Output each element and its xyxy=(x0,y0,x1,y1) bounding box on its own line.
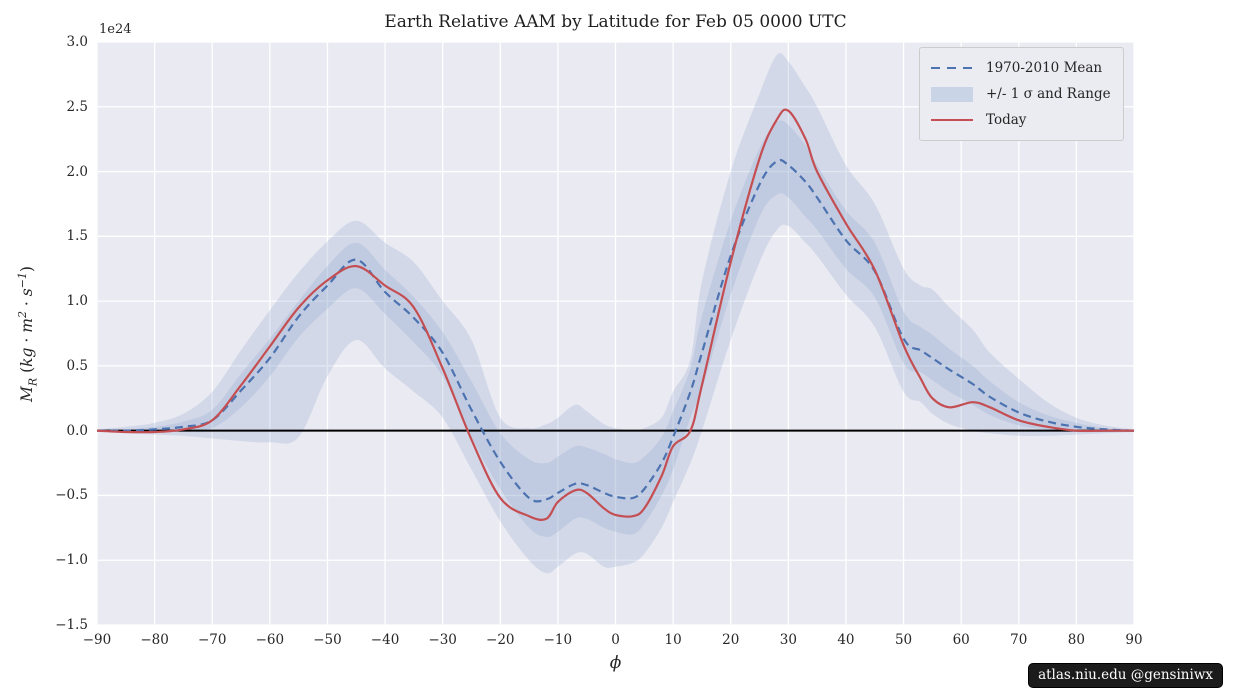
mean-line xyxy=(97,158,1134,503)
y-axis-label-segment: ( xyxy=(18,366,37,378)
x-tick-label: −50 xyxy=(313,632,342,648)
x-tick-label: 80 xyxy=(1067,632,1085,648)
x-tick-label: 30 xyxy=(779,632,797,648)
legend-solid-line-sample xyxy=(931,118,973,122)
today-line xyxy=(97,108,1134,521)
legend: 1970-2010 Mean +/- 1 σ and Range Today xyxy=(919,47,1124,141)
y-axis-label-segment: M xyxy=(18,386,37,402)
y-tick-label: 1.5 xyxy=(66,228,88,245)
x-tick-label: 20 xyxy=(722,632,740,648)
y-axis-label-segment: −1 xyxy=(16,272,29,289)
y-tick-label: 2.5 xyxy=(66,98,88,115)
x-tick-label: −90 xyxy=(82,632,112,648)
x-tick-label: 70 xyxy=(1010,632,1028,648)
x-tick-label: −70 xyxy=(197,632,227,648)
gridlines xyxy=(97,42,1134,625)
y-tick-label: −1.5 xyxy=(55,617,88,633)
legend-dashed-line-sample xyxy=(931,66,973,70)
legend-item-label: +/- 1 σ and Range xyxy=(986,86,1111,102)
range-band xyxy=(97,52,1134,574)
legend-item: +/- 1 σ and Range xyxy=(931,81,1111,107)
x-tick-label: −10 xyxy=(543,632,573,648)
legend-item-label: Today xyxy=(986,112,1027,128)
chart-title: Earth Relative AAM by Latitude for Feb 0… xyxy=(384,12,847,32)
legend-item-label: 1970-2010 Mean xyxy=(986,60,1103,76)
sigma-band xyxy=(97,120,1134,537)
x-tick-label: −40 xyxy=(370,632,400,648)
watermark-badge: atlas.niu.edu @gensiniwx xyxy=(1028,663,1223,688)
y-axis-label-segment: 2 xyxy=(16,311,29,319)
y-tick-label: 3.0 xyxy=(66,34,88,50)
y-tick-label: −0.5 xyxy=(55,487,88,504)
legend-dashed-line-sample xyxy=(931,66,973,70)
x-tick-label: 50 xyxy=(894,632,913,648)
y-axis-label-segment: · xyxy=(18,296,37,312)
x-tick-label: −80 xyxy=(140,632,169,648)
legend-item: 1970-2010 Mean xyxy=(931,55,1111,81)
y-tick-label: 2.0 xyxy=(66,163,88,180)
x-axis-label: ϕ xyxy=(609,653,622,673)
chart-canvas xyxy=(97,42,1134,625)
y-axis-label-segment: ) xyxy=(18,266,37,273)
y-axis-label: MR (kg · m2 · s−1) xyxy=(16,179,40,489)
legend-solid-line-sample xyxy=(931,118,973,122)
x-tick-label: 10 xyxy=(664,632,682,648)
y-axis-label-segment: kg xyxy=(18,347,37,367)
legend-band-patch-sample xyxy=(931,86,973,102)
x-tick-label: 90 xyxy=(1125,632,1143,648)
legend-band-patch-sample xyxy=(931,86,973,102)
x-tick-label: −20 xyxy=(486,632,515,648)
legend-item: Today xyxy=(931,107,1111,133)
x-tick-label: 40 xyxy=(837,632,855,648)
y-axis-offset-label: 1e24 xyxy=(99,22,132,37)
x-tick-label: 60 xyxy=(952,632,970,648)
y-tick-label: 0.0 xyxy=(66,422,88,439)
y-axis-label-segment: m xyxy=(18,318,37,333)
x-tick-label: −30 xyxy=(428,632,457,648)
y-axis-label-segment: s xyxy=(18,288,37,297)
y-axis-label-segment: · xyxy=(18,332,37,348)
x-tick-label: 0 xyxy=(611,632,620,648)
x-tick-label: −60 xyxy=(255,632,285,648)
y-tick-label: 1.0 xyxy=(66,293,88,310)
y-axis-label-segment: R xyxy=(26,377,40,387)
y-tick-label: −1.0 xyxy=(55,552,88,569)
y-tick-label: 0.5 xyxy=(66,357,88,374)
